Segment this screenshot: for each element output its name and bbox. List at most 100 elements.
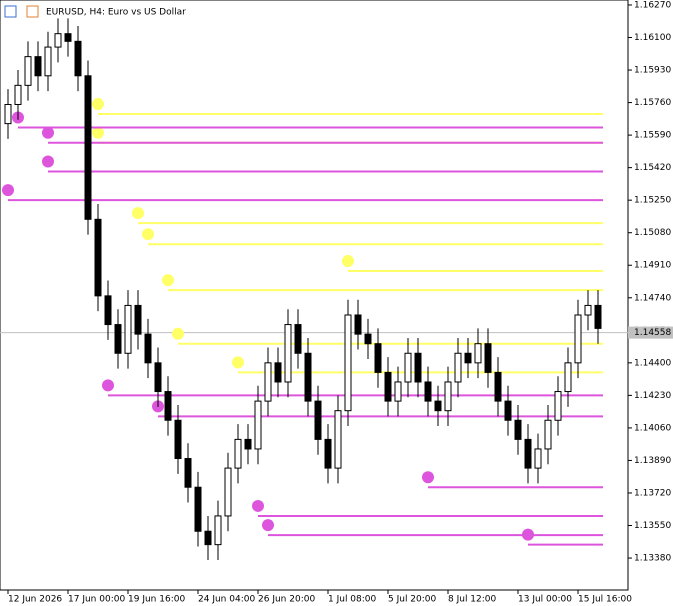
candle-body	[544, 419, 552, 450]
candle-body	[304, 352, 312, 402]
x-tick-label: 13 Jul 00:00	[518, 595, 572, 605]
candle-body	[4, 103, 12, 125]
x-tick-label: 8 Jul 12:00	[448, 595, 497, 605]
candle-body	[54, 33, 62, 48]
level-dot	[162, 274, 174, 287]
candle-body	[324, 438, 332, 469]
y-tick-label: 1.14400	[634, 358, 671, 368]
level-dot	[422, 471, 434, 484]
y-tick-label: 1.14740	[634, 293, 671, 303]
icon	[4, 5, 17, 18]
candle-body	[264, 362, 272, 402]
x-tick-label: 5 Jul 20:00	[388, 595, 437, 605]
candle-body	[344, 314, 352, 412]
candle-body	[134, 304, 142, 335]
candle-body	[384, 371, 392, 402]
y-tick-label: 1.14230	[634, 391, 671, 401]
level-dot	[252, 499, 264, 512]
chart-title: EURUSD, H4: Euro vs US Dollar	[46, 8, 186, 18]
candle-body	[284, 324, 292, 383]
candle-body	[504, 400, 512, 421]
candle-body	[254, 400, 262, 450]
icon	[26, 5, 39, 18]
level-dot	[142, 228, 154, 241]
candle-body	[434, 400, 442, 412]
x-tick-label: 26 Jun 20:00	[258, 595, 315, 605]
candle-body	[414, 352, 422, 383]
y-tick-label: 1.16100	[634, 33, 671, 43]
y-tick-label: 1.13550	[634, 521, 671, 531]
candle-body	[484, 343, 492, 373]
candle-body	[244, 438, 252, 450]
y-tick-label: 1.13890	[634, 456, 671, 466]
candle-body	[314, 400, 322, 440]
price-label: 1.14558	[634, 328, 671, 338]
level-dot	[132, 207, 144, 220]
y-tick-label: 1.15930	[634, 66, 671, 76]
level-dot	[342, 254, 354, 267]
level-dot	[102, 379, 114, 392]
candle-body	[214, 515, 222, 546]
candle-body	[14, 84, 22, 105]
candle-body	[84, 75, 92, 220]
y-tick-label: 1.15420	[634, 163, 671, 173]
candle-body	[234, 438, 242, 469]
candle-body	[64, 33, 72, 42]
level-dot	[232, 356, 244, 369]
level-dot	[92, 98, 104, 111]
candle-body	[124, 304, 132, 354]
candle-body	[454, 352, 462, 383]
candle-body	[374, 343, 382, 373]
candle-body	[104, 295, 112, 326]
y-tick-label: 1.15590	[634, 131, 671, 141]
candle-body	[74, 40, 82, 77]
level-dot	[92, 126, 104, 139]
x-tick-label: 1 Jul 08:00	[328, 595, 377, 605]
candle-body	[274, 362, 282, 383]
level-dot	[172, 327, 184, 340]
candle-body	[424, 381, 432, 402]
candle-body	[464, 352, 472, 364]
candle-body	[44, 46, 52, 77]
y-tick-label: 1.15080	[634, 228, 671, 238]
candle-body	[564, 362, 572, 393]
candle-body	[354, 314, 362, 335]
candle-body	[184, 458, 192, 488]
price-label-box	[628, 326, 673, 339]
y-tick-label: 1.15250	[634, 196, 671, 206]
candle-body	[164, 391, 172, 421]
candle-body	[154, 362, 162, 393]
candle-body	[364, 333, 372, 345]
candle-body	[204, 530, 212, 546]
candle-body	[594, 304, 602, 329]
y-tick-label: 1.13720	[634, 488, 671, 498]
x-tick-label: 19 Jun 16:00	[128, 595, 185, 605]
y-tick-label: 1.14060	[634, 423, 671, 433]
candle-body	[444, 381, 452, 412]
candle-body	[94, 218, 102, 297]
candle-body	[24, 56, 32, 86]
level-dot	[522, 528, 534, 541]
candle-body	[144, 333, 152, 364]
candle-body	[474, 343, 482, 364]
x-tick-label: 24 Jun 04:00	[198, 595, 255, 605]
candle-body	[34, 56, 42, 77]
candle-body	[514, 419, 522, 440]
y-tick-label: 1.16270	[634, 0, 671, 10]
candle-body	[574, 314, 582, 364]
level-dot	[2, 184, 14, 197]
candle-body	[534, 448, 542, 469]
candle-body	[554, 391, 562, 421]
level-dot	[42, 126, 54, 139]
y-tick-label: 1.14910	[634, 261, 671, 271]
candle-body	[494, 371, 502, 402]
candle-body	[394, 381, 402, 402]
candle-body	[584, 304, 592, 316]
candle-body	[294, 324, 302, 354]
candle-body	[114, 324, 122, 354]
x-tick-label: 12 Jun 2026	[8, 595, 62, 605]
candle-body	[334, 410, 342, 469]
x-tick-label: 15 Jul 16:00	[578, 595, 632, 605]
candle-body	[524, 438, 532, 469]
